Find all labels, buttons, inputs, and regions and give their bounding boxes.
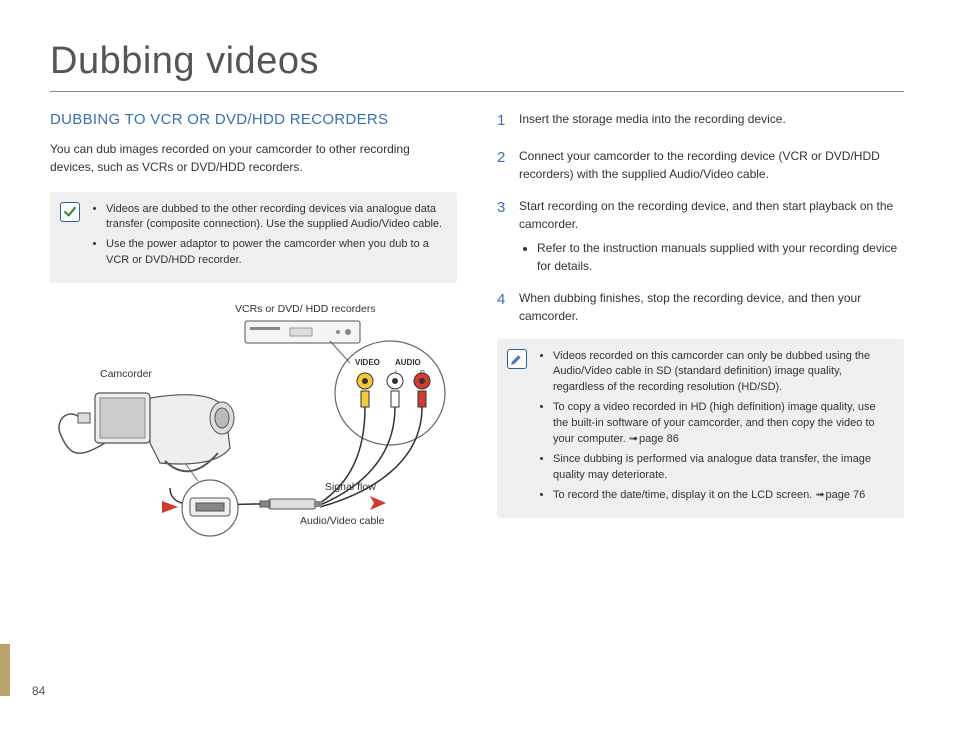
page-title: Dubbing videos	[50, 40, 904, 92]
side-tab	[0, 644, 10, 696]
step-3: 3 Start recording on the recording devic…	[497, 197, 904, 275]
step-text: Connect your camcorder to the recording …	[519, 147, 904, 183]
info1-item: Use the power adaptor to power the camco…	[106, 237, 445, 269]
step-4: 4 When dubbing finishes, stop the record…	[497, 289, 904, 325]
diagram-video-label: VIDEO	[355, 358, 380, 367]
page-ref: page 86	[629, 433, 679, 445]
step-number: 3	[497, 197, 509, 275]
page-number: 84	[32, 684, 45, 698]
steps-list: 1 Insert the storage media into the reco…	[497, 110, 904, 325]
info2-item: To copy a video recorded in HD (high def…	[553, 400, 892, 448]
page-ref: page 76	[815, 489, 865, 501]
info2-item: Since dubbing is performed via analogue …	[553, 452, 892, 484]
step-2: 2 Connect your camcorder to the recordin…	[497, 147, 904, 183]
camcorder-illustration	[59, 393, 234, 471]
step-text: Insert the storage media into the record…	[519, 110, 904, 133]
step-1: 1 Insert the storage media into the reco…	[497, 110, 904, 133]
step-number: 4	[497, 289, 509, 325]
intro-text: You can dub images recorded on your camc…	[50, 140, 457, 176]
info-box-tips: Videos are dubbed to the other recording…	[50, 192, 457, 284]
info-box-notes: Videos recorded on this camcorder can on…	[497, 339, 904, 518]
check-icon	[60, 202, 80, 222]
info2-item: Videos recorded on this camcorder can on…	[553, 349, 892, 397]
info-list-1: Videos are dubbed to the other recording…	[90, 202, 445, 274]
plug-arrow-icon	[162, 501, 178, 513]
step-number: 2	[497, 147, 509, 183]
info1-item: Videos are dubbed to the other recording…	[106, 202, 445, 234]
signal-arrow-icon	[370, 496, 386, 510]
step-text: When dubbing finishes, stop the recordin…	[519, 289, 904, 325]
connection-diagram: VCRs or DVD/ HDD recorders Camcorder Sig…	[50, 303, 457, 583]
diagram-audio-label: AUDIO	[395, 358, 421, 367]
section-heading: DUBBING TO VCR OR DVD/HDD RECORDERS	[50, 110, 457, 130]
step-text: Start recording on the recording device,…	[519, 199, 893, 231]
note-icon	[507, 349, 527, 369]
step-subitem: Refer to the instruction manuals supplie…	[537, 239, 904, 275]
step-number: 1	[497, 110, 509, 133]
info2-item: To record the date/time, display it on t…	[553, 488, 892, 504]
info-list-2: Videos recorded on this camcorder can on…	[537, 349, 892, 508]
